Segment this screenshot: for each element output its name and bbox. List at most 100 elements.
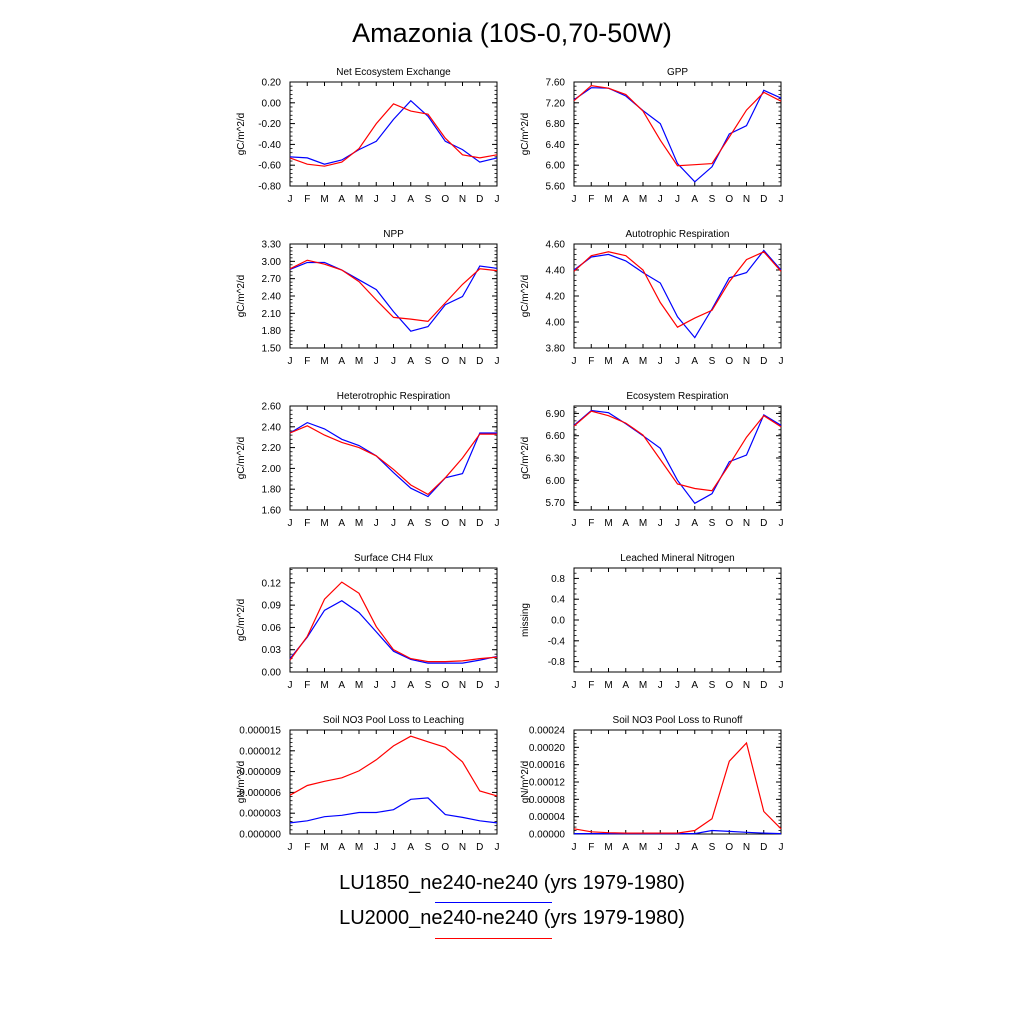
x-tick-label: J [495,842,500,853]
y-tick-label: 7.20 [546,98,566,109]
series-line-1 [573,409,782,505]
x-tick-label: J [675,680,680,691]
y-tick-label: 0.00016 [529,760,566,771]
y-tick-label: 2.40 [262,422,282,433]
x-tick-label: S [709,680,716,691]
x-tick-label: S [709,518,716,529]
panel-title: Soil NO3 Pool Loss to Leaching [323,715,464,726]
x-tick-label: A [622,518,629,529]
x-tick-label: D [760,356,767,367]
x-tick-label: J [391,518,396,529]
x-tick-label: F [588,518,594,529]
x-tick-label: J [572,680,577,691]
x-tick-label: A [338,356,345,367]
x-tick-label: J [288,356,293,367]
panel-title: Surface CH4 Flux [354,553,433,564]
x-tick-label: F [304,194,310,205]
panel-title: Heterotrophic Respiration [337,391,450,402]
x-tick-label: S [425,356,432,367]
y-tick-label: 0.8 [551,574,565,585]
y-tick-label: 0.000003 [239,809,281,820]
x-tick-label: D [476,194,483,205]
y-tick-label: 2.20 [262,443,282,454]
y-tick-label: 3.30 [262,240,282,251]
plot-frame [289,81,498,187]
y-axis-label: gN/m^2/d [236,761,247,804]
y-tick-label: 0.12 [262,578,282,589]
plot-frame [289,567,498,673]
x-tick-label: F [588,356,594,367]
y-axis-label: gC/m^2/d [236,437,247,480]
y-tick-label: 0.000006 [239,788,281,799]
x-tick-label: D [476,680,483,691]
series-line-1 [573,249,782,339]
x-tick-label: M [320,680,328,691]
x-tick-label: A [407,680,414,691]
x-tick-label: J [495,194,500,205]
y-tick-label: 0.00012 [529,778,566,789]
x-tick-label: M [355,842,363,853]
x-tick-label: J [572,842,577,853]
x-tick-label: M [604,842,612,853]
plot-frame [573,81,782,187]
x-tick-label: F [588,194,594,205]
plot-frame [289,243,498,349]
series-line-2 [289,735,498,797]
x-tick-label: J [658,194,663,205]
x-tick-label: F [304,518,310,529]
y-tick-label: 0.00 [262,668,282,679]
y-axis-label: gC/m^2/d [520,437,531,480]
x-tick-label: J [391,680,396,691]
x-tick-label: J [374,680,379,691]
panel-title: Autotrophic Respiration [626,229,730,240]
x-tick-label: S [425,194,432,205]
x-tick-label: A [622,194,629,205]
x-tick-label: J [288,194,293,205]
x-tick-label: J [779,194,784,205]
x-tick-label: J [374,194,379,205]
y-tick-label: 0.4 [551,595,565,606]
y-tick-label: 0.06 [262,623,282,634]
x-tick-label: J [658,356,663,367]
y-tick-label: 0.00000 [529,830,566,841]
y-tick-label: 0.00008 [529,795,566,806]
y-tick-label: -0.8 [548,657,566,668]
x-tick-label: M [604,518,612,529]
x-tick-label: J [779,842,784,853]
x-tick-label: S [709,194,716,205]
x-tick-label: N [459,356,466,367]
x-tick-label: N [459,680,466,691]
y-tick-label: 1.60 [262,506,282,517]
panel-title: Soil NO3 Pool Loss to Runoff [613,715,743,726]
x-tick-label: J [288,518,293,529]
y-tick-label: 3.00 [262,257,282,268]
series-line-2 [289,425,497,496]
x-tick-label: A [407,194,414,205]
x-tick-label: J [675,842,680,853]
x-tick-label: A [338,680,345,691]
x-tick-label: J [675,356,680,367]
y-tick-label: 1.50 [262,344,282,355]
x-tick-label: S [425,518,432,529]
series-line-2 [289,103,498,167]
x-tick-label: D [760,842,767,853]
series-line-1 [573,87,782,183]
x-tick-label: F [304,356,310,367]
x-tick-label: O [441,518,449,529]
x-tick-label: J [495,680,500,691]
y-tick-label: 2.10 [262,309,282,320]
y-tick-label: 0.000000 [239,830,281,841]
series-line-2 [573,410,782,492]
y-tick-label: 4.20 [546,292,566,303]
x-tick-label: A [691,194,698,205]
plot-frame [289,405,498,511]
x-tick-label: O [725,680,733,691]
x-tick-label: N [743,680,750,691]
plot-frame [573,405,782,511]
